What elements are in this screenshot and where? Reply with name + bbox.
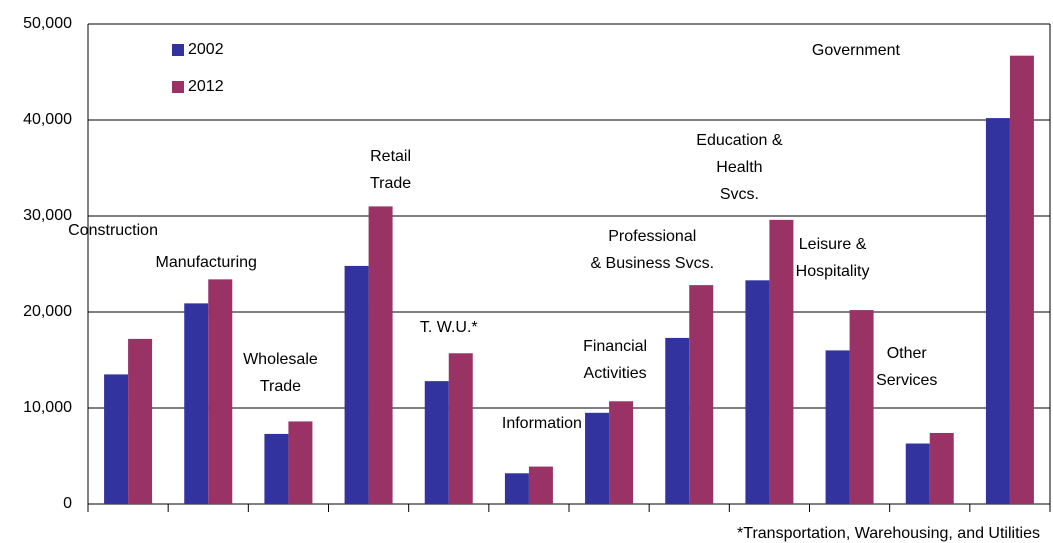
category-label: Financial Activities bbox=[583, 338, 647, 382]
category-label: Manufacturing bbox=[156, 254, 257, 271]
category-label: Professional & Business Svcs. bbox=[590, 228, 714, 272]
category-label: Wholesale Trade bbox=[243, 351, 318, 395]
y-tick-label: 0 bbox=[63, 495, 72, 512]
category-label: Retail Trade bbox=[370, 148, 411, 192]
bar bbox=[528, 466, 553, 504]
y-tick-label: 30,000 bbox=[23, 207, 72, 224]
bar bbox=[208, 279, 233, 504]
category-label: Construction bbox=[68, 222, 158, 239]
bar bbox=[264, 433, 289, 504]
bar bbox=[368, 206, 393, 504]
category-label: Information bbox=[502, 415, 582, 432]
bar bbox=[448, 353, 473, 504]
bar bbox=[985, 118, 1010, 504]
bar bbox=[424, 381, 449, 504]
category-label: Other Services bbox=[876, 345, 937, 389]
bar bbox=[665, 337, 690, 504]
bar bbox=[689, 285, 714, 504]
bar bbox=[504, 473, 529, 504]
category-label: Leisure & Hospitality bbox=[796, 236, 870, 280]
category-label: Education & Health Svcs. bbox=[696, 132, 783, 203]
bar bbox=[929, 432, 954, 504]
footnote: *Transportation, Warehousing, and Utilit… bbox=[737, 525, 1040, 542]
legend-swatch bbox=[172, 81, 184, 93]
y-tick-label: 50,000 bbox=[23, 15, 72, 32]
category-label: Government bbox=[812, 42, 901, 59]
y-tick-label: 10,000 bbox=[23, 399, 72, 416]
bar bbox=[184, 303, 209, 504]
y-tick-label: 40,000 bbox=[23, 111, 72, 128]
bar bbox=[769, 219, 794, 504]
bar bbox=[585, 412, 610, 504]
y-tick-label: 20,000 bbox=[23, 303, 72, 320]
bar bbox=[825, 350, 850, 504]
bar bbox=[849, 310, 874, 504]
legend-swatch bbox=[172, 44, 184, 56]
bar bbox=[128, 338, 153, 504]
bar bbox=[905, 443, 930, 504]
legend-label: 2012 bbox=[188, 78, 224, 95]
bar bbox=[745, 280, 770, 504]
bar bbox=[288, 421, 313, 504]
bar bbox=[344, 265, 369, 504]
bar bbox=[104, 374, 129, 504]
bar bbox=[1009, 55, 1034, 505]
category-label: T. W.U.* bbox=[420, 319, 478, 336]
bar bbox=[609, 401, 634, 504]
legend-label: 2002 bbox=[188, 41, 224, 58]
